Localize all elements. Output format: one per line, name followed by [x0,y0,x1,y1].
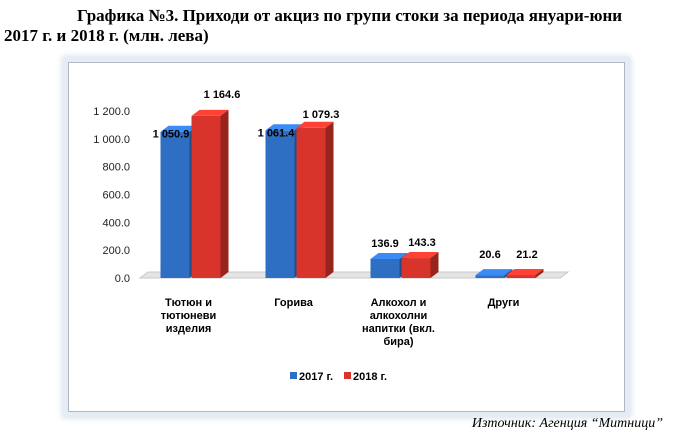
bar-3-1 [506,275,536,278]
category-label: изделия [166,323,212,335]
category-label: Други [488,297,520,309]
chart-title-line2: 2017 г. и 2018 г. (млн. лева) [4,26,209,45]
bar-top-1-0 [265,124,303,131]
legend-swatch [344,372,351,379]
bar-top-3-1 [506,269,544,276]
y-tick-label: 400.0 [102,217,130,229]
bar-top-3-0 [475,269,513,276]
y-tick-label: 600.0 [102,190,130,202]
legend-swatch [290,372,297,379]
data-label: 1 164.6 [204,89,241,101]
category-label: алкохолни [370,310,428,322]
bar-side-1-1 [325,121,334,278]
chart-title: Графика №3. Приходи от акциз по групи ст… [4,6,669,46]
bar-2-1 [401,258,431,278]
category-label: тютюневи [161,310,217,322]
category-label: Горива [274,297,314,309]
data-label: 143.3 [408,237,436,249]
source-note: Източник: Агенция “Митници” [471,416,663,431]
legend-label: 2017 г. [299,371,333,383]
data-label: 20.6 [479,249,500,261]
bar-top-0-0 [160,125,198,132]
y-tick-label: 1 000.0 [93,134,130,146]
bar-top-2-0 [370,252,408,259]
category-label: напитки (вкл. [362,323,435,335]
bar-top-2-1 [401,252,439,259]
data-label: 1 079.3 [303,109,340,121]
bar-0-0 [160,131,190,278]
category-label: бира) [383,336,413,348]
data-label: 1 061.4 [258,127,296,139]
y-tick-label: 1 200.0 [93,106,130,118]
bar-1-1 [296,127,326,278]
bar-1-0 [265,130,295,278]
bar-side-3-1 [535,269,544,278]
bar-top-1-1 [296,121,334,128]
bar-2-0 [370,258,400,278]
y-tick-label: 0.0 [115,273,130,285]
category-label: Алкохол и [371,297,427,309]
bar-side-2-1 [430,252,439,278]
legend-label: 2018 г. [353,371,387,383]
bar-side-0-1 [220,109,229,278]
y-tick-label: 200.0 [102,245,130,257]
bar-0-1 [191,115,221,278]
bar-3-0 [475,275,505,278]
bar-top-0-1 [191,109,229,116]
y-tick-label: 800.0 [102,162,130,174]
data-label: 1 050.9 [153,129,190,141]
data-label: 136.9 [371,238,399,250]
category-label: Тютюн и [165,297,212,309]
data-label: 21.2 [516,249,537,261]
chart-title-line1: Графика №3. Приходи от акциз по групи ст… [76,6,623,25]
